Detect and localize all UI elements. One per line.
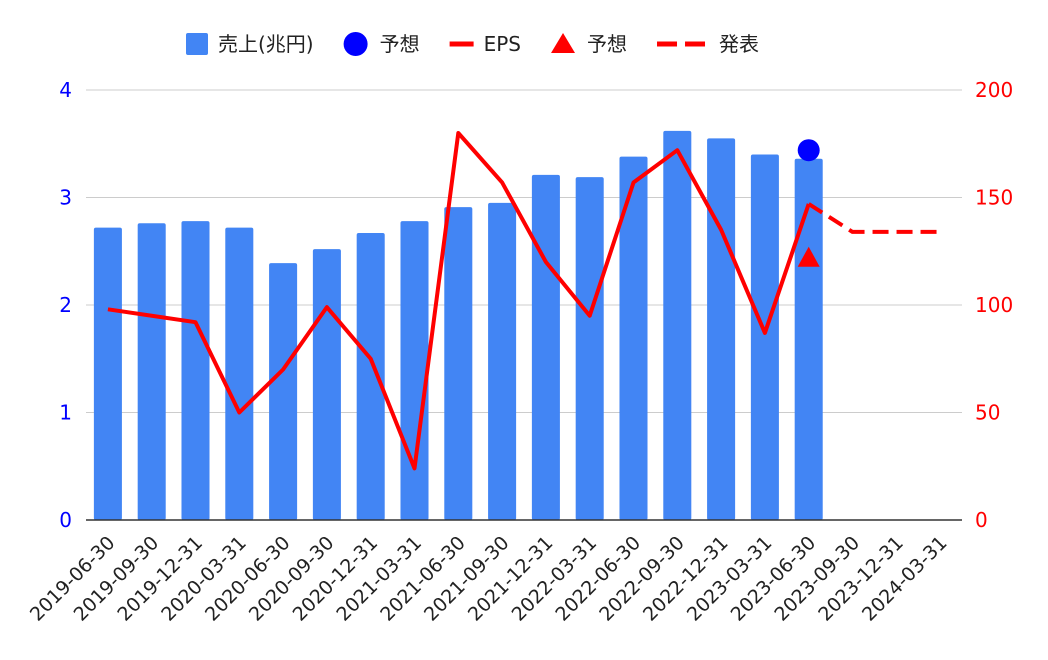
bar — [181, 221, 210, 520]
legend-label: 予想 — [380, 32, 420, 56]
forecast-sales-point — [797, 139, 820, 162]
legend: 売上(兆円) 予想 EPS 予想 発表 — [186, 32, 759, 56]
line-series — [107, 131, 941, 471]
bar — [444, 207, 473, 521]
left-axis-tick-label: 3 — [59, 186, 72, 210]
right-axis-tick-label: 0 — [975, 508, 988, 532]
bar — [356, 232, 385, 520]
left-axis-tick-label: 4 — [59, 78, 72, 102]
left-axis-tick-label: 2 — [59, 293, 72, 317]
bar — [137, 223, 166, 521]
announced-dashed-line — [807, 202, 941, 234]
axes: 012340501001502002019-06-302019-09-30201… — [26, 78, 1013, 626]
legend-swatch-circle — [343, 32, 368, 56]
left-axis-tick-label: 1 — [59, 401, 72, 425]
right-axis-tick-label: 150 — [975, 186, 1013, 210]
bar — [269, 263, 298, 520]
bar — [488, 202, 517, 520]
legend-label: 売上(兆円) — [218, 32, 314, 56]
bar — [794, 158, 823, 521]
right-axis-tick-label: 50 — [975, 401, 1000, 425]
legend-swatch-bar — [186, 33, 208, 55]
forecast-eps-point — [797, 246, 820, 267]
bar — [663, 130, 692, 520]
bar — [619, 156, 648, 520]
bar — [312, 249, 341, 520]
legend-label: 発表 — [719, 32, 759, 56]
eps-line — [107, 131, 811, 471]
bar — [225, 227, 254, 520]
bar-series — [93, 130, 823, 521]
bar — [93, 227, 122, 520]
legend-label: EPS — [484, 32, 521, 56]
bar — [531, 174, 560, 521]
bar — [750, 154, 779, 520]
point-series — [797, 139, 820, 267]
right-axis-tick-label: 200 — [975, 78, 1013, 102]
bar — [707, 138, 736, 520]
bar — [575, 177, 604, 520]
right-axis-tick-label: 100 — [975, 293, 1013, 317]
bar — [400, 221, 429, 520]
legend-swatch-triangle — [551, 33, 576, 53]
legend-label: 予想 — [587, 32, 627, 56]
left-axis-tick-label: 0 — [59, 508, 72, 532]
